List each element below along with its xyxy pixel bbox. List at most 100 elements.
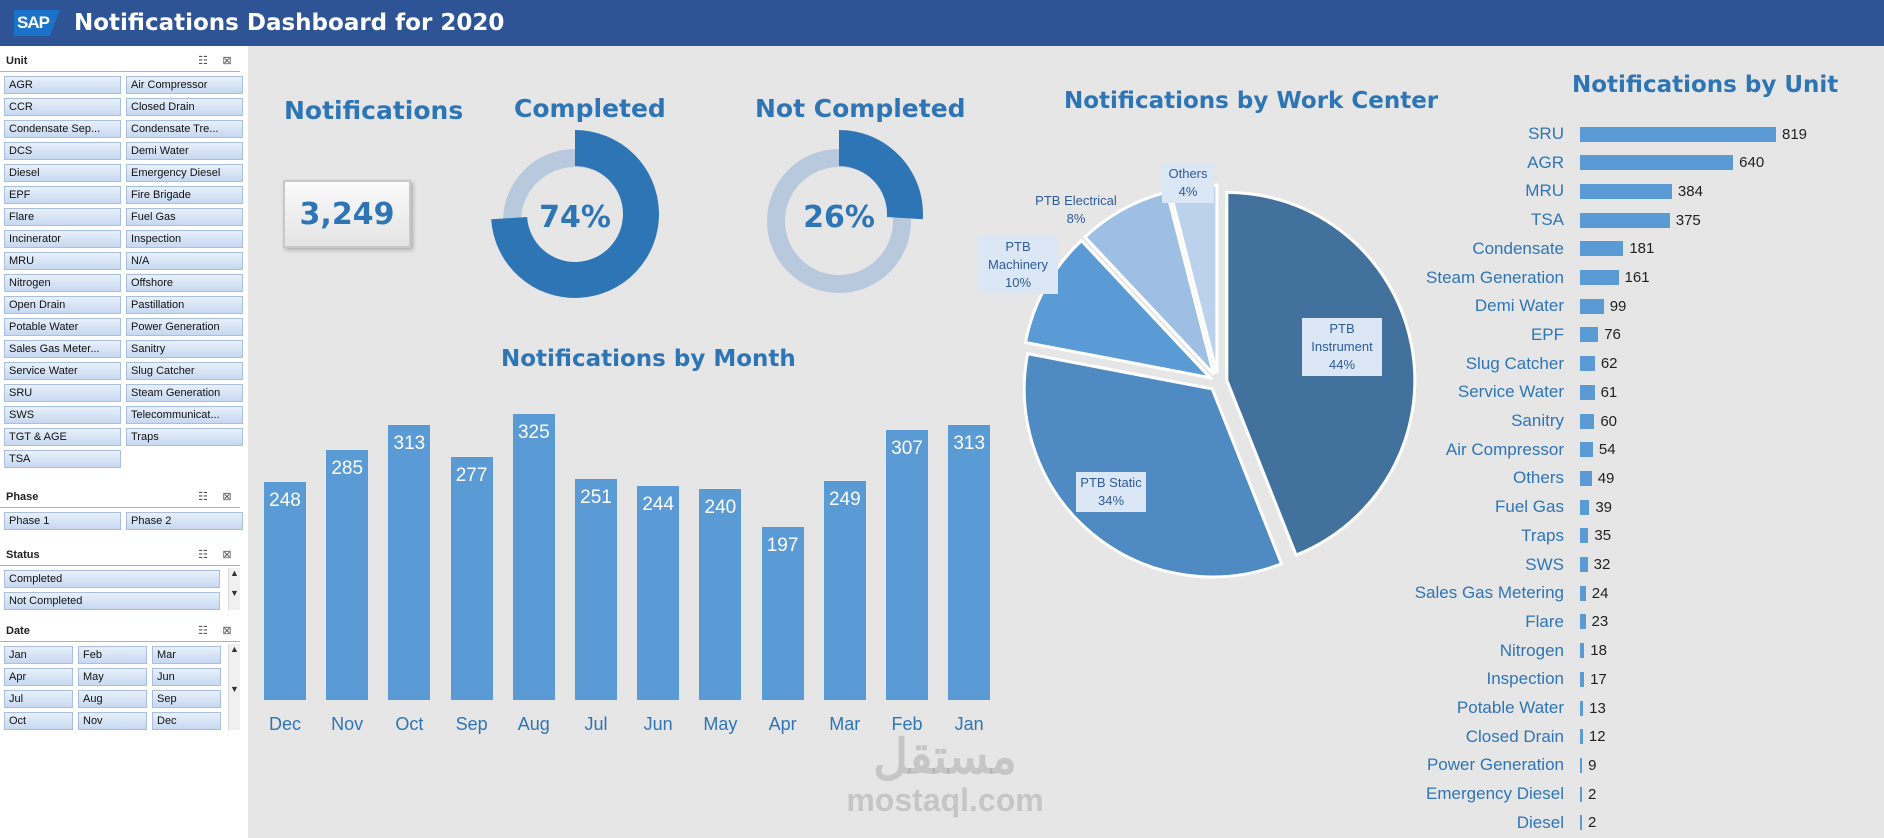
unit-slicer-item[interactable]: SRU	[4, 384, 121, 402]
unit-slicer-item[interactable]: DCS	[4, 142, 121, 160]
date-slicer-item[interactable]: Oct	[4, 712, 73, 730]
status-slicer-item[interactable]: Completed	[4, 570, 220, 588]
date-slicer-item[interactable]: Jul	[4, 690, 73, 708]
status-slicer: Status ☷ ⊠ Completed Not Completed ▲ ▼	[0, 544, 240, 610]
unit-category-label: MRU	[1525, 181, 1564, 201]
completed-percent: 74%	[539, 200, 611, 235]
unit-slicer-item[interactable]: Condensate Tre...	[126, 120, 243, 138]
unit-row: SWS 32	[1400, 553, 1610, 577]
date-slicer-item[interactable]: Jun	[152, 668, 221, 686]
unit-bar-value: 2	[1588, 814, 1597, 832]
unit-slicer-item[interactable]: Condensate Sep...	[4, 120, 121, 138]
unit-slicer-item[interactable]: Air Compressor	[126, 76, 243, 94]
unit-slicer-item[interactable]: Fire Brigade	[126, 186, 243, 204]
unit-slicer-item[interactable]: Emergency Diesel	[126, 164, 243, 182]
month-axis-label: Feb	[891, 714, 923, 734]
unit-slicer-item[interactable]: Fuel Gas	[126, 208, 243, 226]
date-slicer-item[interactable]: Jan	[4, 646, 73, 664]
date-slicer-item[interactable]: Sep	[152, 690, 221, 708]
unit-category-label: TSA	[1530, 210, 1564, 230]
month-bar	[699, 489, 742, 700]
unit-row: EPF 76	[1400, 323, 1621, 347]
month-axis-label: Jul	[584, 714, 608, 734]
date-slicer-item[interactable]: May	[78, 668, 147, 686]
unit-bar-value: 17	[1590, 670, 1607, 688]
unit-slicer-item[interactable]: Open Drain	[4, 296, 121, 314]
unit-slicer-item[interactable]: Flare	[4, 208, 121, 226]
unit-slicer-item[interactable]: Slug Catcher	[126, 362, 243, 380]
unit-slicer-item[interactable]: Power Generation	[126, 318, 243, 336]
unit-row: Nitrogen 18	[1400, 639, 1607, 663]
unit-slicer-item[interactable]: Service Water	[4, 362, 121, 380]
month-bar-value: 285	[331, 457, 364, 479]
status-slicer-item[interactable]: Not Completed	[4, 592, 220, 610]
unit-row: AGR 640	[1400, 151, 1764, 175]
phase-slicer-title: Phase	[6, 490, 39, 503]
unit-slicer-item[interactable]: Demi Water	[126, 142, 243, 160]
unit-slicer: Unit ☷ ⊠ AGR Air Compressor CCR Closed Drai…	[0, 50, 243, 468]
unit-slicer-item[interactable]: TSA	[4, 450, 121, 468]
clear-filter-icon[interactable]: ⊠	[222, 55, 232, 67]
unit-slicer-item[interactable]: Steam Generation	[126, 384, 243, 402]
clear-filter-icon[interactable]: ⊠	[222, 491, 232, 503]
multi-select-icon[interactable]: ☷	[198, 549, 208, 561]
month-axis-label: Nov	[331, 714, 364, 734]
unit-bar	[1580, 155, 1734, 171]
date-slicer-item[interactable]: Dec	[152, 712, 221, 730]
unit-slicer-item[interactable]: TGT & AGE	[4, 428, 121, 446]
unit-row: Others 49	[1400, 466, 1614, 490]
unit-slicer-item[interactable]: EPF	[4, 186, 121, 204]
unit-row: Diesel 2	[1400, 811, 1597, 835]
unit-row: SRU 819	[1400, 122, 1807, 146]
month-bar-value: 251	[580, 487, 612, 509]
date-slicer-item[interactable]: Mar	[152, 646, 221, 664]
clear-filter-icon[interactable]: ⊠	[222, 549, 232, 561]
unit-slicer-item[interactable]: CCR	[4, 98, 121, 116]
phase-slicer-item[interactable]: Phase 2	[126, 512, 243, 530]
unit-slicer-item[interactable]: Pastillation	[126, 296, 243, 314]
date-slicer-item[interactable]: Nov	[78, 712, 147, 730]
multi-select-icon[interactable]: ☷	[198, 625, 208, 637]
unit-slicer-item[interactable]: SWS	[4, 406, 121, 424]
status-slicer-title: Status	[6, 548, 40, 561]
clear-filter-icon[interactable]: ⊠	[222, 625, 232, 637]
month-bar-value: 248	[269, 490, 301, 512]
sap-logo: SAP	[14, 10, 60, 36]
unit-slicer-item[interactable]: Incinerator	[4, 230, 121, 248]
date-slicer-item[interactable]: Aug	[78, 690, 147, 708]
date-slicer-item[interactable]: Feb	[78, 646, 147, 664]
unit-slicer-item[interactable]: Sales Gas Meter...	[4, 340, 121, 358]
unit-row: Emergency Diesel 2	[1400, 782, 1596, 806]
unit-slicer-item[interactable]: Nitrogen	[4, 274, 121, 292]
unit-slicer-title: Unit	[6, 54, 28, 67]
unit-slicer-item[interactable]: Inspection	[126, 230, 243, 248]
unit-slicer-item[interactable]: Offshore	[126, 274, 243, 292]
unit-slicer-item[interactable]: AGR	[4, 76, 121, 94]
unit-slicer-item[interactable]: N/A	[126, 252, 243, 270]
multi-select-icon[interactable]: ☷	[198, 55, 208, 67]
unit-slicer-item[interactable]: Potable Water	[4, 318, 121, 336]
unit-bar	[1580, 786, 1582, 802]
unit-row: Steam Generation 161	[1400, 266, 1650, 290]
phase-slicer-item[interactable]: Phase 1	[4, 512, 121, 530]
multi-select-icon[interactable]: ☷	[198, 491, 208, 503]
month-bar	[264, 482, 306, 700]
unit-bar	[1580, 126, 1776, 142]
month-bar-value: 240	[704, 497, 737, 519]
unit-slicer-item[interactable]: Traps	[126, 428, 243, 446]
unit-slicer-item[interactable]: Sanitry	[126, 340, 243, 358]
status-scrollbar[interactable]: ▲ ▼	[228, 568, 240, 610]
unit-bar-value: 61	[1600, 383, 1618, 401]
pie-label-others: Others 4%	[1162, 163, 1214, 203]
unit-slicer-item[interactable]: Telecommunicat...	[126, 406, 243, 424]
month-bar	[512, 414, 555, 700]
unit-row: Service Water 61	[1400, 380, 1617, 404]
unit-slicer-item[interactable]: Diesel	[4, 164, 121, 182]
unit-slicer-item[interactable]: Closed Drain	[126, 98, 243, 116]
unit-slicer-item[interactable]: MRU	[4, 252, 121, 270]
date-scrollbar[interactable]: ▲ ▼	[228, 644, 240, 730]
date-slicer-item[interactable]: Apr	[4, 668, 73, 686]
month-axis-label: Aug	[517, 714, 550, 734]
unit-bar-value: 49	[1597, 469, 1615, 487]
unit-bar-value: 62	[1600, 355, 1618, 373]
